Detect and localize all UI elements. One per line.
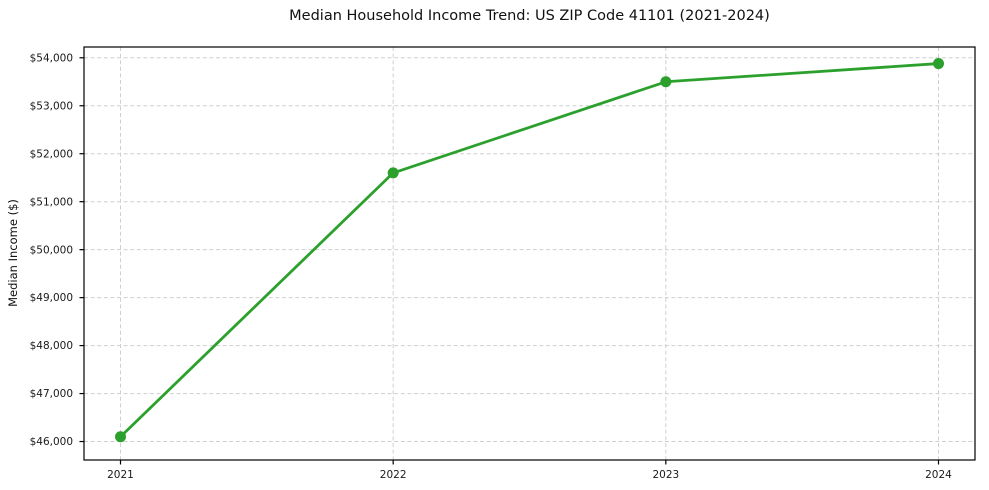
data-point-2022 xyxy=(387,167,399,179)
y-tick-label: $53,000 xyxy=(30,100,73,112)
y-tick-label: $51,000 xyxy=(30,196,73,208)
x-tick-label: 2021 xyxy=(107,469,134,481)
x-tick-label: 2022 xyxy=(380,469,407,481)
y-tick-label: $50,000 xyxy=(30,244,73,256)
plot-background xyxy=(84,47,975,460)
y-tick-label: $52,000 xyxy=(30,148,73,160)
y-tick-label: $49,000 xyxy=(30,292,73,304)
y-tick-label: $54,000 xyxy=(30,52,73,64)
data-point-2021 xyxy=(115,431,126,443)
data-point-2024 xyxy=(933,58,944,70)
axis-frame xyxy=(83,46,976,461)
y-tick-label: $47,000 xyxy=(30,388,73,400)
x-tick-label: 2023 xyxy=(652,469,679,481)
data-point-2023 xyxy=(660,76,672,88)
trend-line xyxy=(119,62,940,439)
y-tick-label: $46,000 xyxy=(30,436,73,448)
y-tick-label: $48,000 xyxy=(30,340,73,352)
x-tick-label: 2024 xyxy=(925,469,952,481)
chart-title: Median Household Income Trend: US ZIP Co… xyxy=(289,8,770,24)
